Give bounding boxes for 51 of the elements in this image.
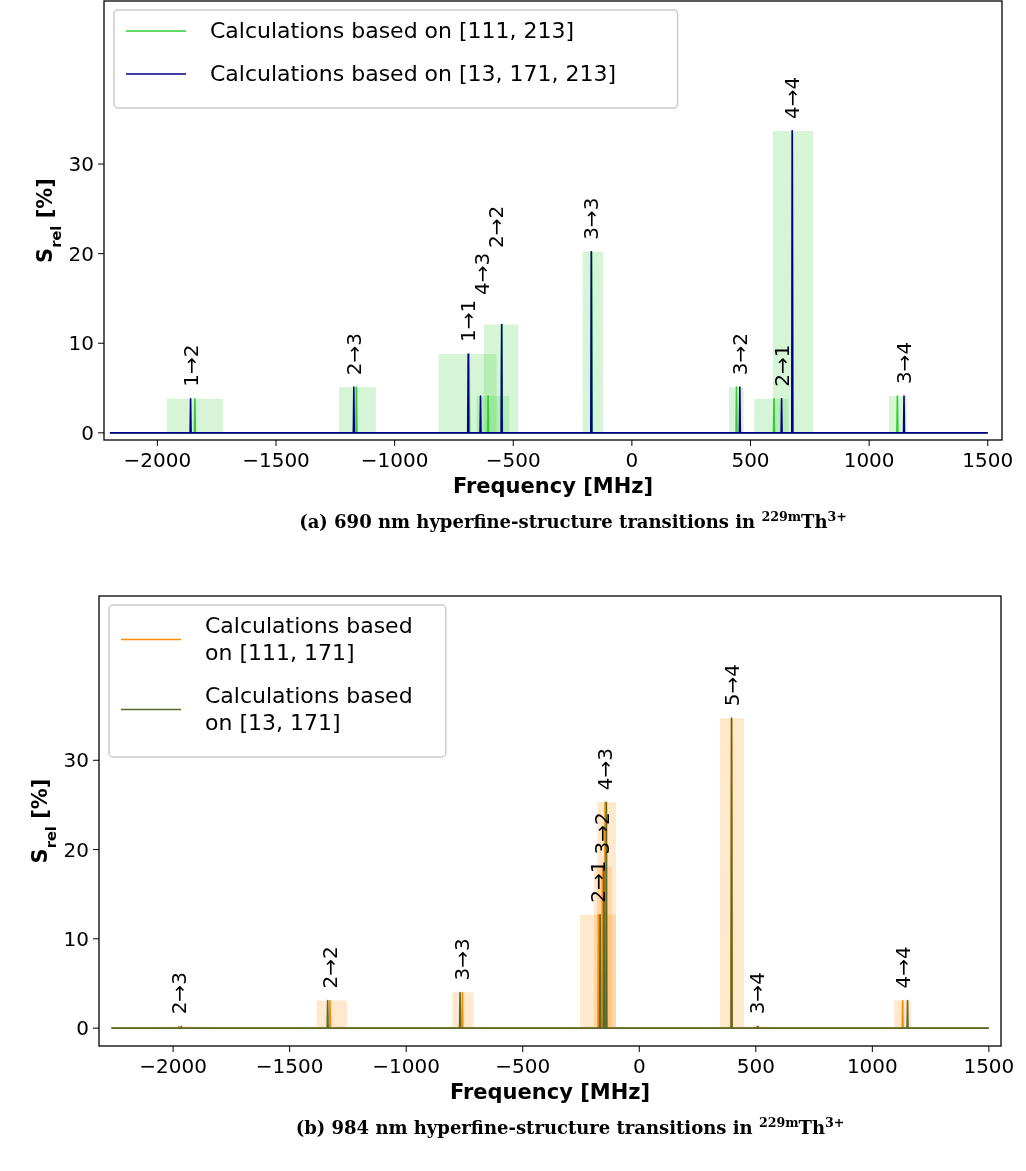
annotation: 2→2 — [317, 946, 342, 989]
x-tick-label: −1000 — [372, 1054, 441, 1078]
x-axis-title: Frequency [MHz] — [449, 1080, 651, 1104]
annotation: 2→3 — [166, 972, 191, 1015]
annotation: 4→3 — [470, 252, 495, 295]
y-tick-label: 20 — [63, 837, 89, 862]
annotation: 2→1 — [769, 344, 794, 387]
y-tick-label: 30 — [63, 748, 89, 773]
x-tick-label: 500 — [731, 448, 770, 472]
x-tick-label: −2000 — [123, 448, 192, 472]
annotation: 4→4 — [890, 946, 915, 989]
annotation: 3→2 — [727, 332, 752, 376]
x-tick-label: 1000 — [843, 448, 895, 472]
annotation: 1→2 — [178, 344, 203, 387]
x-tick-label: 1500 — [962, 448, 1014, 472]
annotation: 3→4 — [744, 972, 769, 1015]
x-tick-label: −1500 — [255, 1054, 324, 1078]
y-tick-label: 10 — [63, 926, 89, 951]
legend-label: Calculations based on [13, 171, 213] — [210, 60, 617, 86]
x-tick-label: −2000 — [139, 1054, 207, 1078]
y-tick-label: 0 — [81, 420, 94, 445]
annotation: 3→2 — [590, 812, 615, 855]
x-tick-label: −1500 — [242, 448, 310, 472]
annotation: 3→3 — [450, 938, 475, 981]
annotation: 2→1 — [586, 860, 611, 903]
annotation: 4→4 — [780, 76, 805, 119]
x-tick-label: 1500 — [963, 1054, 1015, 1078]
annotation: 2→3 — [341, 332, 366, 376]
x-tick-label: 0 — [632, 1054, 646, 1078]
annotation: 5→4 — [719, 664, 744, 707]
x-tick-label: 500 — [736, 1054, 775, 1078]
x-tick-label: 0 — [625, 448, 639, 472]
x-axis-title: Frequency [MHz] — [452, 474, 654, 498]
x-tick-label: −500 — [485, 448, 541, 472]
legend-label: Calculations based on [13, 171] — [205, 682, 413, 735]
annotation: 3→4 — [892, 341, 917, 385]
y-tick-label: 30 — [68, 152, 94, 177]
annotation: 1→1 — [456, 299, 481, 342]
text: (b) 984 nm hyperfine-structure transitions in $^{229m}$Th$^{3+}$ — [295, 1114, 845, 1138]
legend-label: Calculations based on [111, 171] — [205, 612, 413, 665]
text: (a) 690 nm hyperfine-structure transitions in $^{229m}$Th$^{3+}$ — [299, 508, 847, 532]
legend-label: Calculations based on [111, 213] — [210, 17, 575, 43]
y-tick-label: 0 — [76, 1016, 89, 1041]
annotation: 3→3 — [579, 197, 604, 240]
x-tick-label: 1000 — [846, 1054, 898, 1078]
annotation: 2→2 — [484, 205, 509, 248]
y-tick-label: 20 — [68, 241, 94, 266]
x-tick-label: −1000 — [360, 448, 429, 472]
annotation: 4→3 — [593, 748, 618, 791]
x-tick-label: −500 — [495, 1054, 551, 1078]
y-tick-label: 10 — [68, 331, 94, 356]
